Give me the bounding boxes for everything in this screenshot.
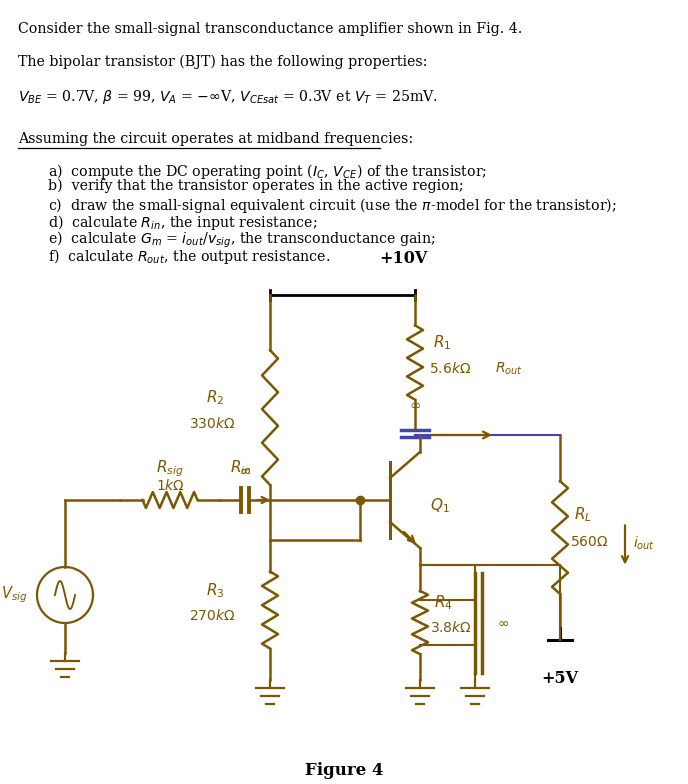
- Text: $\infty$: $\infty$: [409, 398, 421, 412]
- Text: b)  verify that the transistor operates in the active region;: b) verify that the transistor operates i…: [48, 179, 464, 194]
- Text: $V_{BE}$ = 0.7V, $\beta$ = 99, $V_A$ = $-\infty$V, $V_{CEsat}$ = 0.3V et $V_T$ =: $V_{BE}$ = 0.7V, $\beta$ = 99, $V_A$ = $…: [18, 88, 438, 106]
- Text: a)  compute the DC operating point ($I_C$, $V_{CE}$) of the transistor;: a) compute the DC operating point ($I_C$…: [48, 162, 487, 181]
- Text: $R_{sig}$: $R_{sig}$: [156, 458, 184, 479]
- Text: $R_4$: $R_4$: [434, 593, 453, 612]
- Text: $5.6k\Omega$: $5.6k\Omega$: [429, 361, 471, 376]
- Text: $i_{out}$: $i_{out}$: [633, 535, 655, 552]
- Text: $270k\Omega$: $270k\Omega$: [189, 608, 235, 623]
- Text: f)  calculate $R_{out}$, the output resistance.: f) calculate $R_{out}$, the output resis…: [48, 247, 330, 266]
- Text: $\infty$: $\infty$: [239, 464, 251, 478]
- Text: $R_{out}$: $R_{out}$: [495, 361, 523, 377]
- Text: +5V: +5V: [541, 670, 579, 687]
- Text: e)  calculate $G_m$ = $i_{out}$/$v_{sig}$, the transconductance gain;: e) calculate $G_m$ = $i_{out}$/$v_{sig}$…: [48, 230, 436, 250]
- Text: c)  draw the small-signal equivalent circuit (use the $\pi$-model for the transi: c) draw the small-signal equivalent circ…: [48, 196, 616, 215]
- Text: $R_3$: $R_3$: [206, 581, 224, 600]
- Text: $\infty$: $\infty$: [497, 615, 509, 630]
- Text: Assuming the circuit operates at midband frequencies:: Assuming the circuit operates at midband…: [18, 132, 413, 146]
- Text: $V_{sig}$: $V_{sig}$: [1, 585, 27, 605]
- Text: $R_{in}$: $R_{in}$: [230, 458, 252, 477]
- Text: $R_1$: $R_1$: [433, 333, 451, 352]
- Text: $560\Omega$: $560\Omega$: [570, 535, 609, 549]
- Text: $R_L$: $R_L$: [574, 506, 592, 524]
- Text: $330k\Omega$: $330k\Omega$: [189, 416, 235, 430]
- Text: The bipolar transistor (BJT) has the following properties:: The bipolar transistor (BJT) has the fol…: [18, 55, 427, 70]
- Text: $Q_1$: $Q_1$: [430, 496, 450, 515]
- Text: Consider the small-signal transconductance amplifier shown in Fig. 4.: Consider the small-signal transconductan…: [18, 22, 522, 36]
- Text: d)  calculate $R_{in}$, the input resistance;: d) calculate $R_{in}$, the input resista…: [48, 213, 318, 232]
- Text: $R_2$: $R_2$: [206, 389, 224, 407]
- Text: +10V: +10V: [379, 250, 427, 267]
- Text: $3.8k\Omega$: $3.8k\Omega$: [430, 620, 472, 636]
- Text: $1k\Omega$: $1k\Omega$: [155, 478, 184, 493]
- Text: Figure 4: Figure 4: [305, 762, 383, 779]
